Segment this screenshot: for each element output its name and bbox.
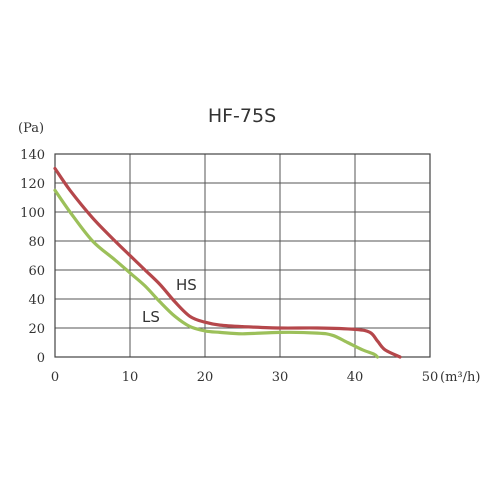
y-axis-unit: (Pa) <box>18 121 44 136</box>
series-label-hs: HS <box>176 276 197 294</box>
x-axis-unit: (m³/h) <box>440 370 480 385</box>
series-label-ls: LS <box>142 308 160 326</box>
plot-frame <box>54 153 431 358</box>
chart-title: HF-75S <box>208 105 276 127</box>
y-tick-label-60: 60 <box>28 264 45 279</box>
x-tick-label-10: 10 <box>122 370 139 385</box>
series-lines <box>53 166 402 359</box>
y-tick-label-140: 140 <box>20 148 45 163</box>
x-tick-label-40: 40 <box>347 370 364 385</box>
series-line-ls <box>53 188 380 359</box>
y-tick-label-20: 20 <box>28 322 45 337</box>
y-tick-label-0: 0 <box>37 351 45 366</box>
y-tick-label-80: 80 <box>28 235 45 250</box>
grid <box>54 153 431 358</box>
x-tick-label-30: 30 <box>272 370 289 385</box>
series-line-hs <box>53 166 402 359</box>
y-tick-label-100: 100 <box>20 206 45 221</box>
x-tick-label-20: 20 <box>197 370 214 385</box>
series-labels: HS LS <box>142 276 197 326</box>
x-tick-label-0: 0 <box>51 370 59 385</box>
tick-labels: 0 10 20 30 40 50 0 20 40 60 80 100 120 140 <box>20 148 438 385</box>
y-tick-label-40: 40 <box>28 293 45 308</box>
x-tick-label-50: 50 <box>422 370 439 385</box>
y-tick-label-120: 120 <box>20 177 45 192</box>
